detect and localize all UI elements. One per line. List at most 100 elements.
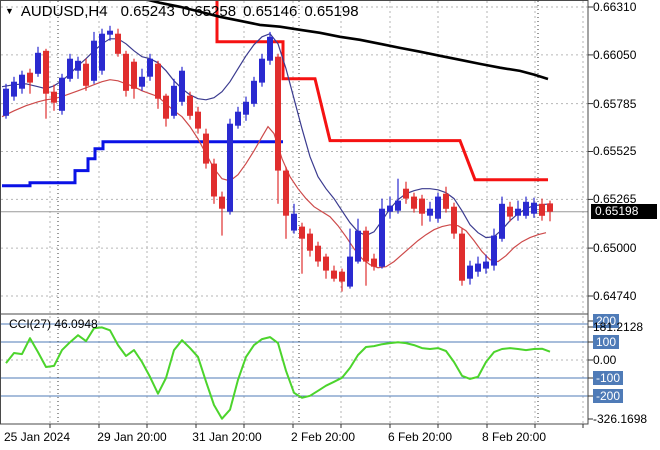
candle-body [387, 205, 393, 212]
candle-body [3, 88, 9, 116]
symbol-dropdown-icon[interactable]: ▼ [5, 6, 14, 16]
candle-body [91, 40, 97, 81]
candle-body [35, 52, 41, 74]
cci-level-badge: 100 [593, 335, 620, 349]
candle-body [531, 202, 537, 214]
candle-body [19, 74, 25, 89]
price-tick-label: 0.65000 [593, 241, 637, 256]
chart-title: ▼ AUDUSD,H4 0.65243 0.65258 0.65146 0.65… [5, 3, 366, 20]
candle-body [43, 50, 49, 94]
candle-body [323, 256, 329, 271]
time-tick-label: 8 Feb 20:00 [481, 430, 547, 444]
candle-body [275, 56, 281, 171]
candle-body [99, 33, 105, 71]
cci-level-badge: -100 [593, 371, 624, 385]
candle-body [259, 58, 265, 83]
plot-frame [0, 0, 589, 425]
candle-body [379, 208, 385, 267]
candle-body [51, 91, 57, 103]
cci-tick-label: 181.2128 [593, 320, 644, 334]
ohlc-high-value: 0.65258 [181, 3, 237, 20]
candle-body [459, 233, 465, 281]
resistance-step-line [215, 0, 548, 182]
candle-body [467, 265, 473, 279]
ohlc-low-value: 0.65146 [243, 3, 298, 20]
candle-body [227, 123, 233, 212]
current-price-badge: 0.65198 [591, 203, 657, 219]
candle-body [107, 30, 113, 35]
candle-body [539, 203, 545, 216]
ohlc-open-value: 0.65243 [120, 3, 175, 20]
price-tick-label: 0.65785 [593, 96, 637, 111]
candle-body [347, 256, 353, 287]
candle-body [203, 133, 209, 164]
candle-body [451, 206, 457, 234]
candle-body [427, 208, 433, 216]
candle-body [123, 53, 129, 91]
time-tick-label: 29 Jan 20:00 [97, 430, 167, 444]
candle-body [283, 170, 289, 216]
candle-body [307, 233, 313, 251]
symbol-period-label: AUDUSD,H4 [20, 3, 108, 20]
candle-body [235, 111, 241, 126]
candle-body [219, 196, 225, 209]
candle-body [339, 271, 345, 282]
price-tick-label: 0.65265 [593, 192, 637, 207]
candle-body [499, 203, 505, 239]
candle-body [371, 258, 377, 267]
candle-body [187, 95, 193, 116]
candle-body [195, 111, 201, 129]
candle-body [523, 201, 529, 216]
time-tick-label: 31 Jan 20:00 [192, 430, 262, 444]
candle-body [155, 63, 161, 99]
candle-body [267, 36, 273, 61]
candle-body [147, 58, 153, 77]
time-tick-label: 2 Feb 20:00 [290, 430, 356, 444]
candle-body [83, 63, 89, 86]
time-tick-label: 6 Feb 20:00 [387, 430, 453, 444]
candle-body [163, 95, 169, 119]
price-tick-label: 0.66310 [593, 0, 637, 14]
candle-body [507, 206, 513, 217]
candle-body [27, 72, 33, 83]
candle-body [331, 270, 337, 279]
candle-body [291, 213, 297, 231]
candle-body [403, 188, 409, 199]
candle-body [547, 203, 553, 212]
indicator-label: CCI(27) 46.0948 [9, 317, 98, 331]
candle-body [355, 230, 361, 262]
ohlc-close-value: 0.65198 [304, 3, 359, 20]
price-tick-label: 0.66050 [593, 47, 637, 62]
candle-body [179, 70, 185, 102]
candle-body [243, 101, 249, 115]
candle-body [515, 208, 521, 216]
price-tick-label: 0.65525 [593, 144, 637, 159]
candle-body [491, 235, 497, 266]
candle-body [443, 193, 449, 209]
cci-tick-label: -326.1698 [593, 412, 648, 426]
candle-body [11, 81, 17, 97]
candle-body [315, 245, 321, 262]
ma-black-line [142, 0, 549, 81]
candle-body [211, 163, 217, 197]
cci-line [5, 326, 551, 420]
cci-level-badge: 200 [593, 314, 620, 328]
candle-body [115, 33, 121, 54]
cci-level-badge: -200 [593, 389, 624, 403]
candle-body [131, 61, 137, 89]
candle-body [299, 226, 305, 239]
candle-body [171, 85, 177, 116]
candle-body [411, 196, 417, 209]
candle-body [475, 263, 481, 272]
candle-body [75, 60, 81, 71]
candle-body [251, 80, 257, 104]
candle-body [67, 58, 73, 79]
price-tick-label: 0.64740 [593, 288, 637, 303]
cci-tick-label: 0.00 [593, 353, 617, 367]
support-step-line [2, 140, 283, 188]
candle-body [59, 77, 65, 111]
candle-body [395, 200, 401, 211]
candle-body [363, 230, 369, 262]
